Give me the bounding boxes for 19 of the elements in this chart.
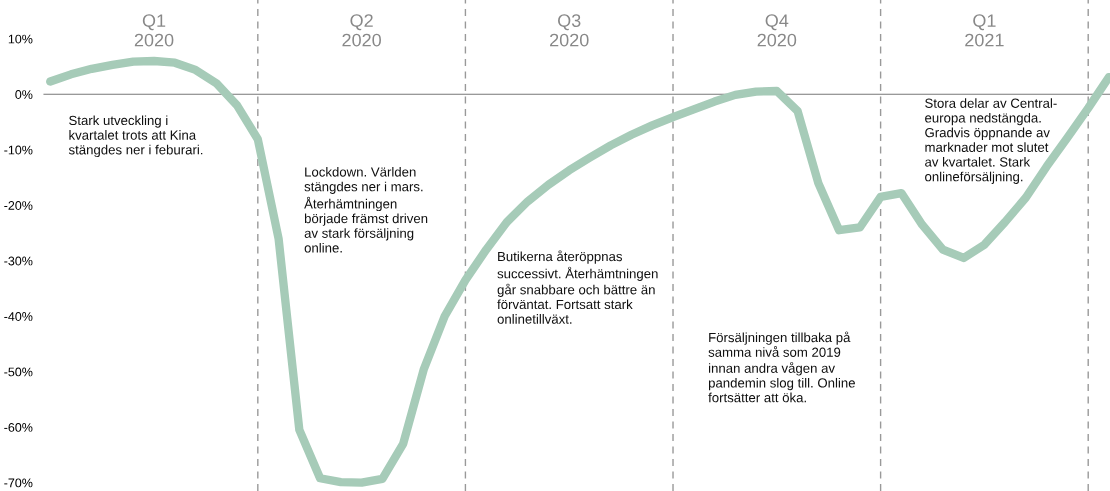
x-tick-label: Q2 2020 bbox=[342, 14, 381, 47]
y-tick-label: -50% bbox=[4, 367, 33, 377]
annotation: Lockdown. Världen stängdes ner i mars. Återhämtningen började främst driven av stark försäljning online. bbox=[304, 166, 428, 253]
annotation: Försäljningen tillbaka på samma nivå som 2019 innan andra vågen av pandemin slog till. Online fortsätter att öka. bbox=[708, 331, 855, 403]
y-tick-label: -30% bbox=[4, 256, 33, 266]
y-tick-label: -40% bbox=[4, 312, 33, 321]
x-tick-label: Q3 2020 bbox=[550, 14, 589, 47]
y-tick-label: -20% bbox=[4, 201, 33, 210]
x-tick-label: Q4 2020 bbox=[757, 14, 797, 47]
y-tick-label: 10% bbox=[8, 34, 33, 44]
annotation: Stark utveckling i kvartalet trots att Kina stängdes ner i feburari. bbox=[68, 115, 203, 158]
annotation: Butikerna återöppnas successivt. Återhämtningen går snabbare och bättre än förväntat. Fortsatt stark onlinetillväxt. bbox=[497, 250, 658, 324]
annotation: Stora delar av Central- europa nedstängda. Gradvis öppnande av marknader mot slutet av kvartalet. Stark onlineförsäljning. bbox=[925, 98, 1057, 184]
y-tick-label: 0% bbox=[15, 90, 33, 99]
x-tick-label: Q1 2020 bbox=[134, 14, 174, 47]
x-tick-label: Q1 2021 bbox=[965, 14, 1004, 47]
y-tick-label: -60% bbox=[4, 423, 33, 432]
y-tick-label: -10% bbox=[4, 145, 33, 155]
y-tick-label: -70% bbox=[4, 478, 33, 488]
